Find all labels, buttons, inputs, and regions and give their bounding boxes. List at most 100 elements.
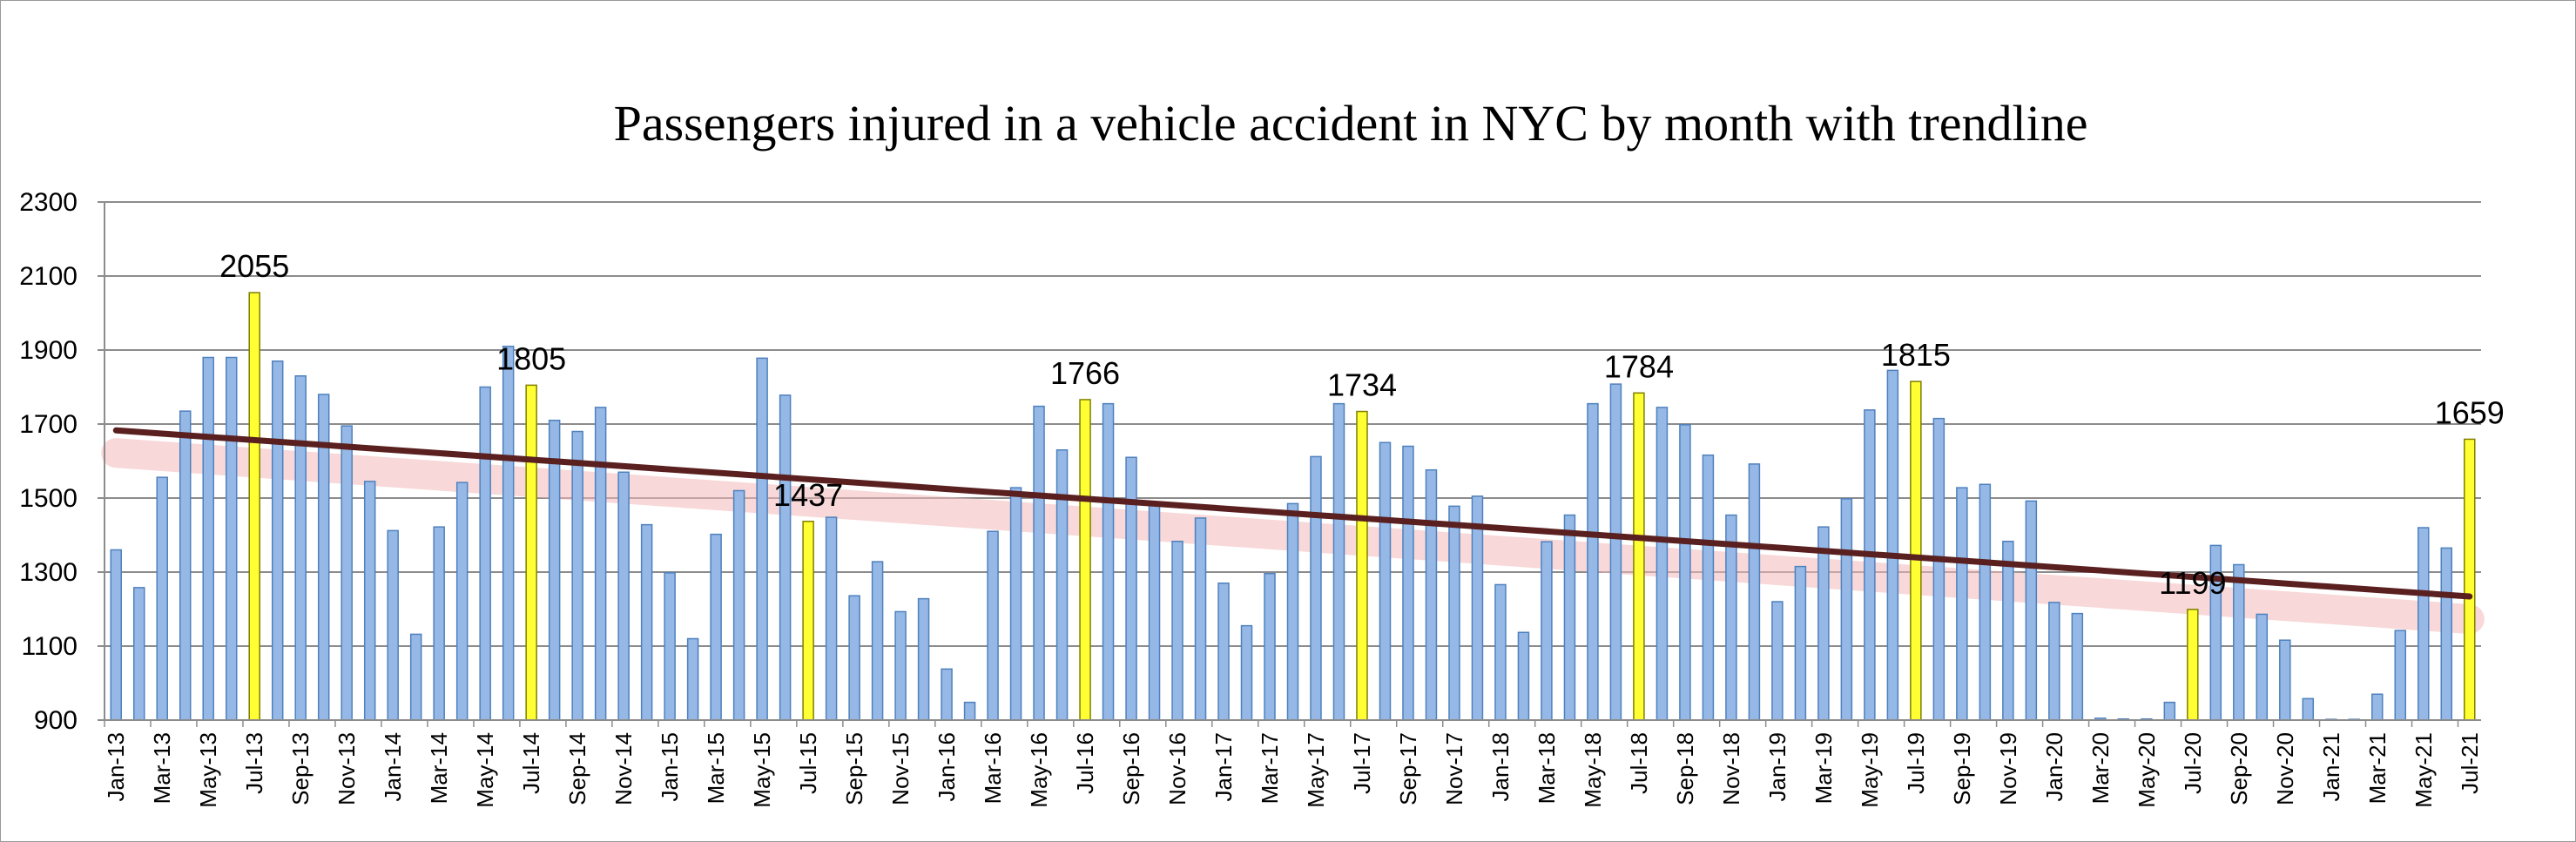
x-tick-label: Mar-18 <box>1534 732 1560 804</box>
x-tick-label: Nov-14 <box>610 732 637 805</box>
bar <box>341 425 353 721</box>
x-tick-label: Jul-13 <box>241 732 267 794</box>
x-tick-label: Sep-18 <box>1672 732 1698 805</box>
x-tick-label: Sep-14 <box>564 732 590 805</box>
x-tick-label: Jan-13 <box>103 732 129 802</box>
bar <box>1286 502 1299 721</box>
bar <box>1033 405 1045 721</box>
bar <box>2163 701 2176 721</box>
x-tick-label: Jul-19 <box>1903 732 1929 794</box>
bar <box>732 489 745 721</box>
x-tick-label: May-21 <box>2411 732 2437 808</box>
bar <box>2279 639 2291 721</box>
data-label: 1784 <box>1604 348 1674 384</box>
bar <box>387 529 399 721</box>
bar <box>1840 498 1853 721</box>
bar <box>409 633 422 721</box>
y-tick-label: 1300 <box>19 558 78 587</box>
data-label: 1437 <box>773 477 843 513</box>
x-tick-label: Jan-21 <box>2318 732 2344 802</box>
bar <box>987 530 999 721</box>
data-label: 2055 <box>219 248 289 284</box>
bar-highlight <box>1910 381 1922 721</box>
bar <box>1332 402 1345 721</box>
bar <box>479 386 491 721</box>
bar-highlight <box>2464 438 2476 721</box>
bar <box>640 523 653 721</box>
bar-highlight <box>1079 399 1091 721</box>
bar <box>756 357 768 721</box>
x-tick-label: Mar-13 <box>149 732 175 804</box>
x-tick-label: Nov-17 <box>1441 732 1467 805</box>
x-tick-label: May-14 <box>472 732 498 808</box>
bar-highlight <box>525 384 537 721</box>
bar <box>2048 602 2060 721</box>
data-label: 1734 <box>1327 367 1397 403</box>
x-tick-label: May-15 <box>749 732 775 808</box>
data-label: 1805 <box>496 340 566 376</box>
x-tick-label: Sep-15 <box>841 732 867 805</box>
bar <box>1517 631 1530 721</box>
bar <box>2233 563 2245 721</box>
x-tick-label: May-20 <box>2134 732 2160 808</box>
bar <box>1587 402 1599 721</box>
y-tick-label: 1500 <box>19 484 78 513</box>
bar <box>941 668 953 721</box>
x-tick-label: Nov-18 <box>1718 732 1744 805</box>
x-tick-label: Jul-18 <box>1626 732 1652 794</box>
x-tick-label: Mar-17 <box>1257 732 1283 804</box>
y-tick-label: 2300 <box>19 188 78 217</box>
data-label: 1815 <box>1881 337 1951 373</box>
bar <box>2418 527 2430 721</box>
bar <box>225 356 238 721</box>
y-tick-label: 1900 <box>19 336 78 365</box>
bar <box>1217 583 1230 721</box>
bar <box>1102 402 1115 721</box>
x-tick-label: Mar-20 <box>2087 732 2114 804</box>
grid-lines <box>98 201 2481 721</box>
y-tick-label: 1100 <box>21 632 78 661</box>
bar <box>110 549 122 721</box>
bar <box>2440 547 2453 721</box>
bar <box>963 701 976 721</box>
bar <box>1932 417 1945 721</box>
bar-highlight <box>248 292 260 721</box>
bar <box>1494 583 1507 721</box>
data-label: 1659 <box>2435 394 2505 430</box>
x-tick-label: Mar-15 <box>703 732 729 804</box>
bar <box>2371 693 2384 721</box>
bar-highlight <box>1356 410 1368 721</box>
bar <box>1541 541 1553 721</box>
x-tick-label: May-13 <box>195 732 221 808</box>
x-tick-label: Jan-15 <box>657 732 683 802</box>
bar <box>2002 540 2014 721</box>
bar <box>1979 483 1992 721</box>
x-tick-label: Nov-15 <box>887 732 914 805</box>
bar <box>917 597 930 721</box>
x-tick-label: Sep-17 <box>1395 732 1421 805</box>
bar <box>779 394 792 721</box>
bar <box>2302 697 2315 721</box>
bar <box>1702 454 1715 721</box>
bar <box>2071 612 2084 721</box>
data-labels: 2055 1805 1437 1766 1734 1784 1815 1199 1659 <box>219 248 2505 601</box>
bar <box>1886 369 1899 721</box>
bar <box>1148 502 1161 721</box>
x-tick-label: Nov-19 <box>1995 732 2021 805</box>
x-tick-label: Jul-15 <box>795 732 821 794</box>
x-tick-label: Jul-16 <box>1072 732 1098 794</box>
x-tick-label: Jul-17 <box>1349 732 1375 794</box>
chart-title: Passengers injured in a vehicle accident… <box>614 95 2088 152</box>
bar <box>1448 505 1460 721</box>
bar <box>1748 463 1761 721</box>
x-tick-label: Sep-20 <box>2226 732 2252 805</box>
x-axis-tick-labels: Jan-13 Mar-13 May-13 Jul-13 Sep-13 Nov-13 Jan-… <box>103 732 2483 808</box>
bar <box>594 407 607 721</box>
x-tick-label: Nov-13 <box>334 732 360 805</box>
bar <box>1956 487 1968 721</box>
bar <box>1771 601 1784 721</box>
bar <box>1125 456 1137 721</box>
bar <box>664 572 676 721</box>
trendline <box>112 427 2473 600</box>
